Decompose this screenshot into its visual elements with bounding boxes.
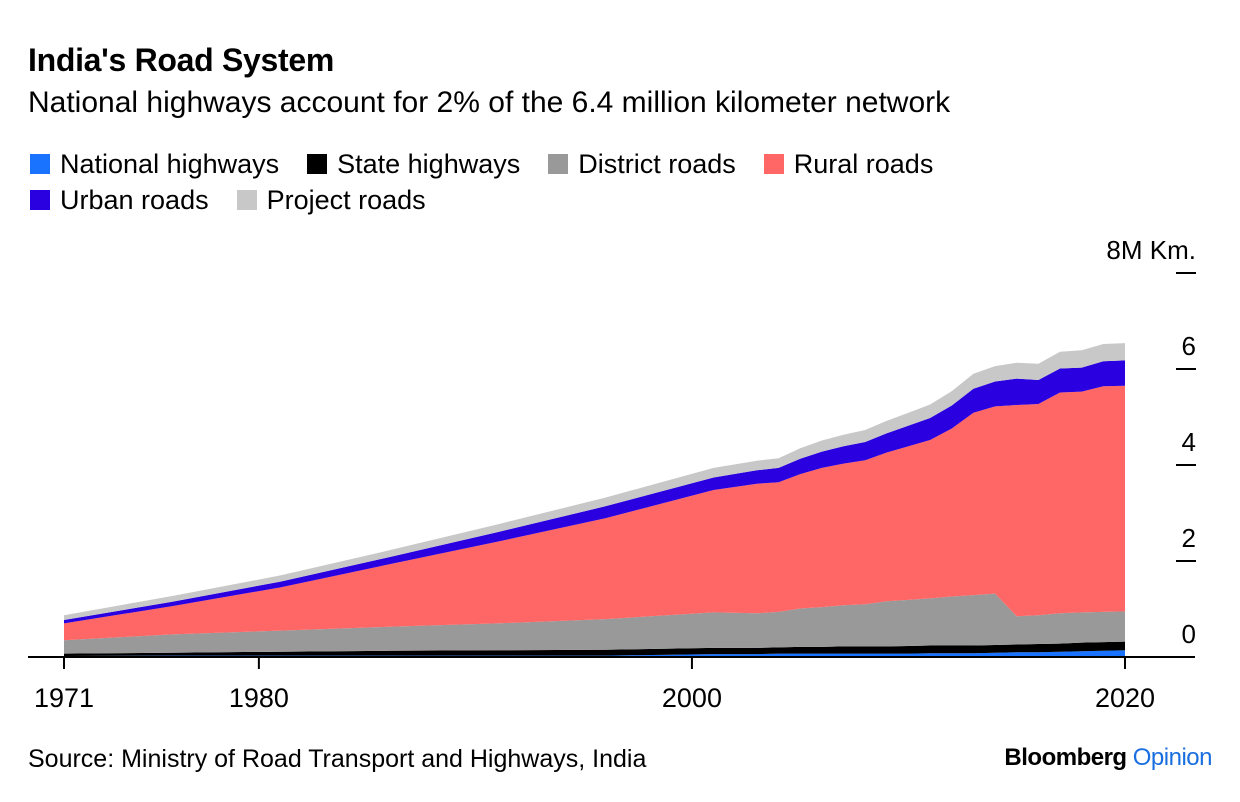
- legend-item-project-roads: Project roads: [236, 184, 426, 216]
- axes: 1971 1980 2000 2020 0 2 4 6 8M Km.: [28, 235, 1196, 710]
- legend-swatch-rural-roads: [763, 154, 784, 174]
- legend-item-state-highways: State highways: [307, 149, 520, 180]
- legend-label-urban-roads: Urban roads: [60, 184, 209, 215]
- y-tick-label-0: 0: [1182, 619, 1196, 649]
- area-project-roads: [64, 343, 1125, 620]
- brand-product: Opinion: [1132, 744, 1213, 771]
- legend-item-urban-roads: Urban roads: [30, 185, 209, 216]
- legend-label-district-roads: District roads: [578, 148, 736, 179]
- legend-label-state-highways: State highways: [337, 148, 521, 179]
- y-tick-label-6: 6: [1182, 331, 1196, 361]
- legend-label-national-highways: National highways: [60, 148, 280, 179]
- area-rural-roads: [64, 385, 1125, 641]
- x-tick-label-2020: 2020: [1095, 683, 1155, 710]
- legend-item-district-roads: District roads: [548, 149, 736, 180]
- legend-row-1: National highways State highways Distric…: [30, 146, 1030, 182]
- x-tick-label-2000: 2000: [662, 683, 722, 710]
- chart-title: India's Road System: [28, 42, 335, 78]
- area-state-highways: [64, 641, 1125, 656]
- legend: National highways State highways Distric…: [30, 146, 1030, 218]
- legend-swatch-project-roads: [236, 190, 257, 210]
- x-tick-label-1971: 1971: [34, 683, 94, 710]
- legend-row-2: Urban roads Project roads: [30, 182, 1030, 218]
- y-tick-label-8: 8M Km.: [1106, 235, 1196, 265]
- brand-logo: Bloomberg Opinion: [1004, 744, 1212, 772]
- source-note: Source: Ministry of Road Transport and H…: [28, 745, 647, 773]
- legend-swatch-national-highways: [30, 154, 50, 174]
- area-chart: 1971 1980 2000 2020 0 2 4 6 8M Km.: [28, 235, 1196, 710]
- brand-name: Bloomberg: [1004, 744, 1127, 771]
- legend-item-rural-roads: Rural roads: [763, 148, 934, 180]
- legend-label-rural-roads: Rural roads: [793, 148, 934, 179]
- area-national-highways: [64, 650, 1125, 657]
- chart-subtitle: National highways account for 2% of the …: [28, 86, 951, 119]
- x-tick-label-1980: 1980: [229, 683, 289, 710]
- y-tick-label-2: 2: [1182, 523, 1196, 553]
- area-urban-roads: [64, 360, 1125, 624]
- y-tick-label-4: 4: [1182, 427, 1196, 457]
- legend-swatch-urban-roads: [30, 190, 50, 210]
- area-district-roads: [64, 593, 1125, 654]
- legend-label-project-roads: Project roads: [266, 184, 426, 215]
- legend-swatch-state-highways: [307, 154, 328, 174]
- legend-item-national-highways: National highways: [30, 149, 279, 180]
- legend-swatch-district-roads: [548, 154, 569, 174]
- stacked-areas: [64, 343, 1125, 657]
